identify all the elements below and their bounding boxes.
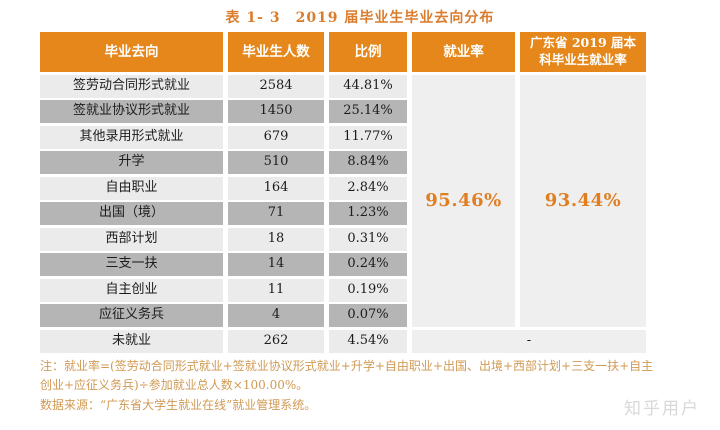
row-label: 升学 bbox=[40, 151, 223, 174]
row-percent: 1.23% bbox=[329, 202, 407, 225]
row-count: 11 bbox=[228, 278, 324, 302]
row-label: 签就业协议形式就业 bbox=[40, 100, 223, 123]
header-employment-rate: 就业率 bbox=[412, 32, 515, 72]
row-label: 自主创业 bbox=[40, 278, 223, 302]
table-notes: 注：就业率=(签劳动合同形式就业+签就业协议形式就业+升学+自由职业+出国、出境… bbox=[40, 357, 658, 415]
row-label: 西部计划 bbox=[40, 227, 223, 251]
row-percent: 2.84% bbox=[329, 176, 407, 200]
graduate-destination-table: 毕业去向 毕业生人数 比例 就业率 广东省 2019 届本 科毕业生就业率 签劳… bbox=[40, 32, 646, 353]
row-count: 1450 bbox=[228, 100, 324, 123]
row-label: 签劳动合同形式就业 bbox=[40, 74, 223, 98]
row-count: 164 bbox=[228, 176, 324, 200]
row-percent: 0.31% bbox=[329, 227, 407, 251]
row-percent: 4.54% bbox=[329, 329, 407, 353]
note-formula: 注：就业率=(签劳动合同形式就业+签就业协议形式就业+升学+自由职业+出国、出境… bbox=[40, 359, 654, 392]
row-count: 4 bbox=[228, 304, 324, 327]
row-count: 18 bbox=[228, 227, 324, 251]
row-count: 510 bbox=[228, 151, 324, 174]
row-count: 14 bbox=[228, 253, 324, 276]
note-data-source: 数据来源：“广东省大学生就业在线”就业管理系统。 bbox=[40, 398, 317, 412]
header-destination: 毕业去向 bbox=[40, 32, 223, 72]
row-count: 2584 bbox=[228, 74, 324, 98]
row-percent: 25.14% bbox=[329, 100, 407, 123]
province-rate-value: 93.44% bbox=[520, 74, 646, 327]
row-count: 71 bbox=[228, 202, 324, 225]
zhihu-user-watermark: 知乎用户 bbox=[624, 399, 700, 419]
header-province-rate: 广东省 2019 届本 科毕业生就业率 bbox=[520, 32, 646, 72]
row-percent: 8.84% bbox=[329, 151, 407, 174]
row-percent: 44.81% bbox=[329, 74, 407, 98]
row-label: 未就业 bbox=[40, 329, 223, 353]
row-percent: 0.07% bbox=[329, 304, 407, 327]
row-percent: 11.77% bbox=[329, 125, 407, 149]
row-percent: 0.24% bbox=[329, 253, 407, 276]
row-count: 262 bbox=[228, 329, 324, 353]
row-label: 三支一扶 bbox=[40, 253, 223, 276]
table-title: 表 1- 3 2019 届毕业生毕业去向分布 bbox=[225, 10, 495, 26]
employment-rate-value: 95.46% bbox=[412, 74, 515, 327]
row-label: 其他录用形式就业 bbox=[40, 125, 223, 149]
row-percent: 0.19% bbox=[329, 278, 407, 302]
row-label: 出国（境） bbox=[40, 202, 223, 225]
row-count: 679 bbox=[228, 125, 324, 149]
row-label: 应征义务兵 bbox=[40, 304, 223, 327]
unemployed-rate-dash: - bbox=[412, 329, 646, 353]
row-label: 自由职业 bbox=[40, 176, 223, 200]
header-proportion: 比例 bbox=[329, 32, 407, 72]
header-count: 毕业生人数 bbox=[228, 32, 324, 72]
